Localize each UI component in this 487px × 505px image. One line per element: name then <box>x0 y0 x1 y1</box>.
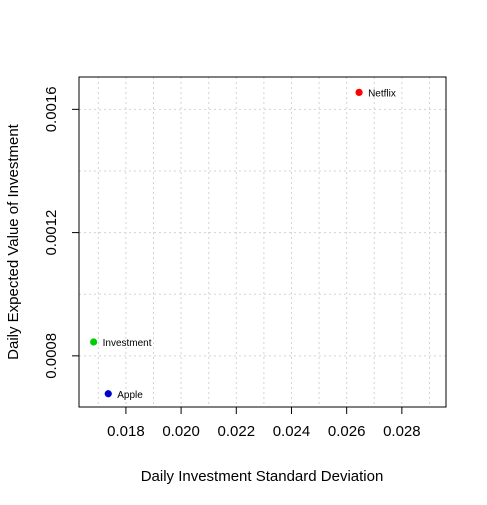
point-label-apple: Apple <box>117 390 143 401</box>
x-tick-label: 0.024 <box>273 423 311 440</box>
x-tick-label: 0.028 <box>383 423 421 440</box>
y-tick-label: 0.0008 <box>43 333 60 379</box>
point-label-investment: Investment <box>103 338 152 349</box>
x-tick-label: 0.018 <box>107 423 145 440</box>
grid <box>79 77 446 407</box>
x-axis: 0.018 0.020 0.022 0.024 0.026 0.028 <box>107 407 421 440</box>
data-points: Netflix Investment Apple <box>90 88 396 401</box>
y-axis-title: Daily Expected Value of Investment <box>5 123 22 360</box>
x-tick-label: 0.020 <box>162 423 200 440</box>
x-tick-label: 0.022 <box>218 423 256 440</box>
point-netflix <box>355 88 363 97</box>
point-investment <box>90 338 98 346</box>
y-tick-label: 0.0012 <box>43 210 60 256</box>
y-axis: 0.0008 0.0012 0.0016 <box>43 86 79 379</box>
plot-frame <box>78 76 447 408</box>
x-axis-title: Daily Investment Standard Deviation <box>141 468 384 485</box>
y-tick-label: 0.0016 <box>43 86 60 132</box>
point-apple <box>104 390 112 398</box>
x-tick-label: 0.026 <box>328 423 366 440</box>
point-label-netflix: Netflix <box>368 88 396 99</box>
